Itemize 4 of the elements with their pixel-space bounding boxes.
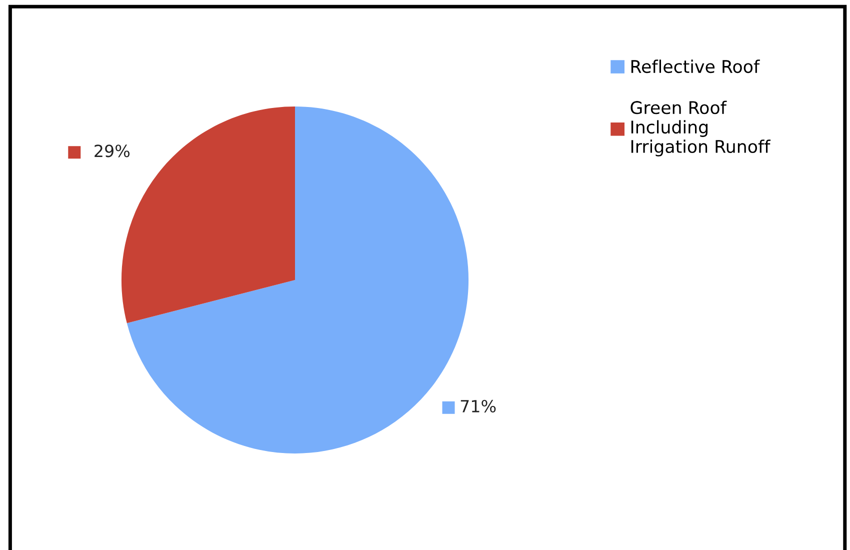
data-label: 29% <box>94 144 130 158</box>
legend-label: Reflective Roof <box>631 60 760 74</box>
data-label: 71% <box>460 400 496 412</box>
legend-label: Green Roof Including Irrigation Runoff <box>630 100 771 156</box>
